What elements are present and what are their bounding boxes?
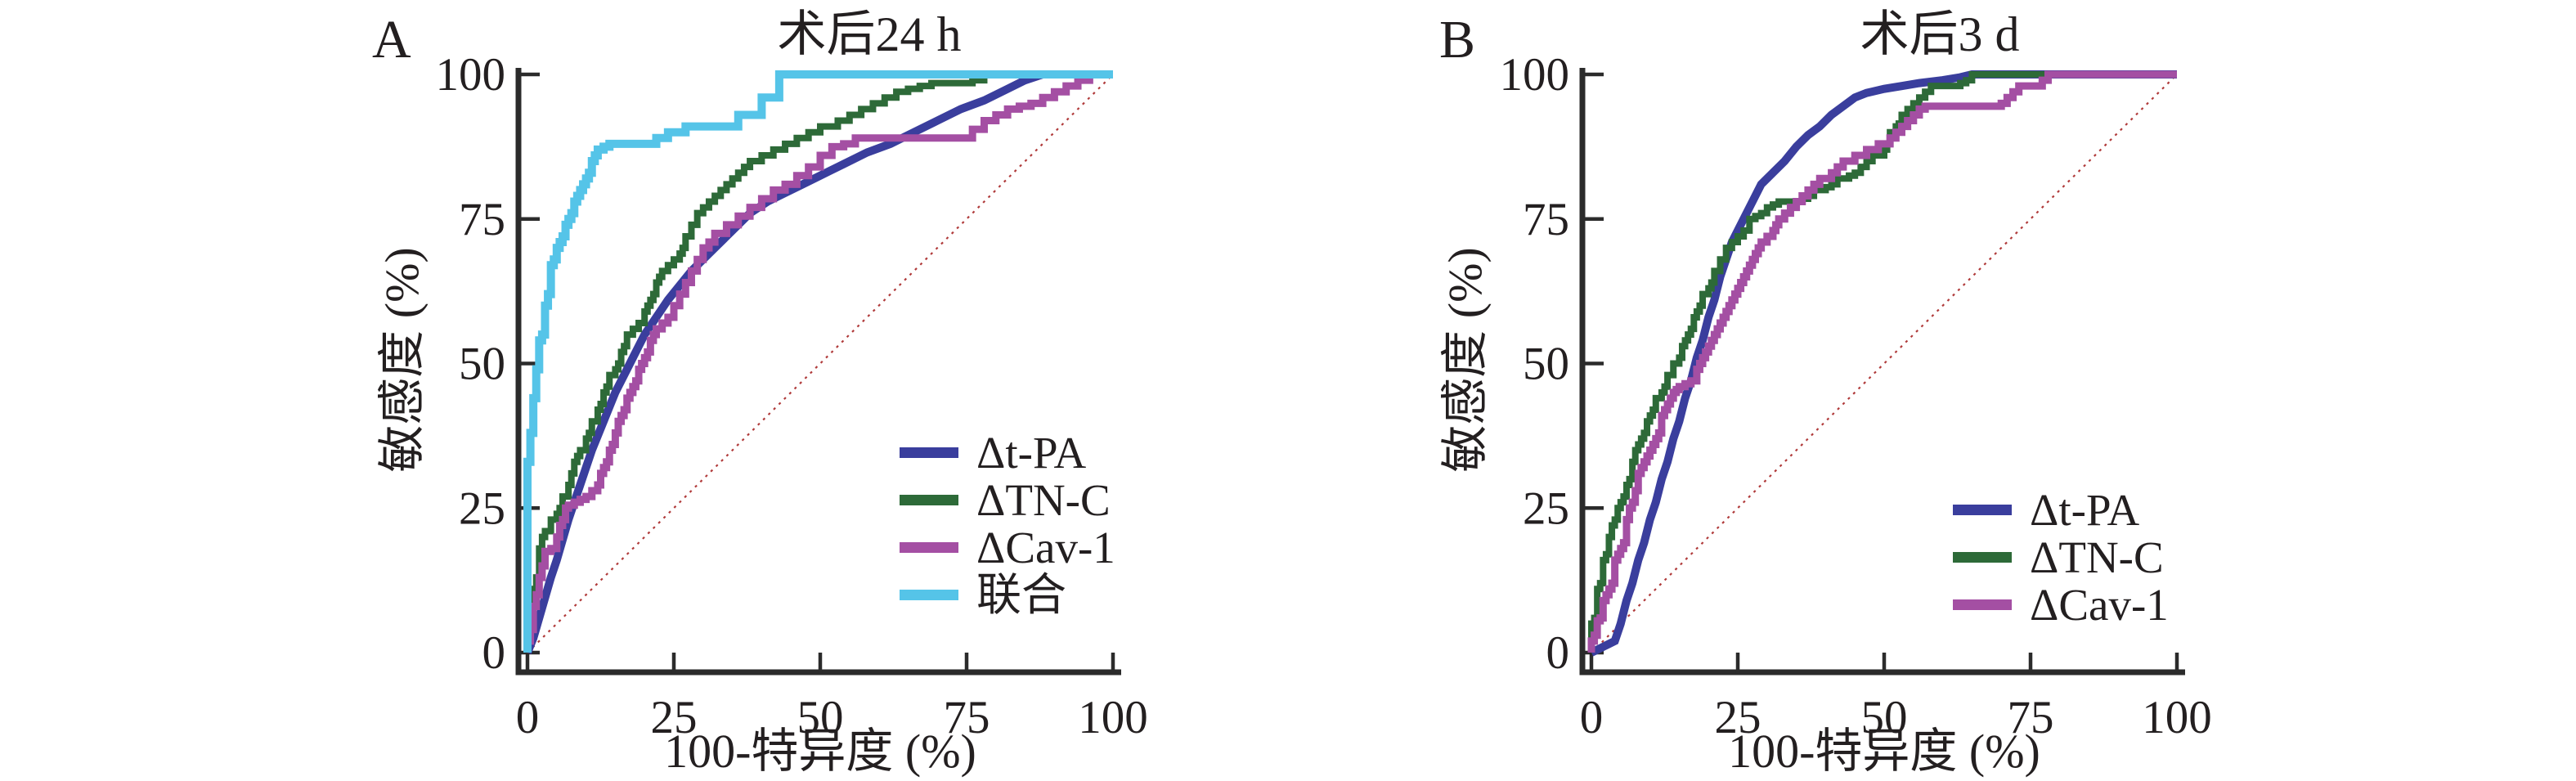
legend-label-cav1: ΔCav-1 [2030,579,2169,630]
legend-item-tpa: Δt-PA [900,429,1115,476]
legend-panel-b: Δt-PA ΔTN-C ΔCav-1 [1953,486,2169,628]
legend-item-tnc: ΔTN-C [1953,533,2169,581]
panel-b-plot: 0 25 50 75 100 0 25 50 75 100 [1500,49,2212,743]
chance-diagonal [1591,74,2178,653]
y-tick-label: 100 [436,49,506,101]
roc-curve-ΔCav-1 [523,70,1113,653]
x-tick-label: 75 [944,692,990,743]
legend-swatch-tnc [900,494,958,505]
y-tick-label: 75 [459,194,505,245]
legend-swatch-tpa [900,447,958,458]
legend-item-tnc: ΔTN-C [900,476,1115,523]
y-tick-label: 50 [1523,339,1569,390]
x-tick-label: 100 [2142,692,2212,743]
x-tick-label: 25 [651,692,698,743]
chart-title-b: 术后3 d [1860,7,2020,61]
x-tick-label: 50 [797,692,844,743]
x-tick-label: 50 [1861,692,1908,743]
panel-label-a: A [372,10,411,70]
x-tick-label: 0 [516,692,540,743]
y-tick-label: 75 [1523,194,1569,245]
x-axis-label-b: 100-特异度 (%) [1728,725,2040,778]
y-axis-label-b: 敏感度 (%) [1438,247,1492,473]
legend-swatch-tnc [1953,551,2012,563]
panel-a-plot: 0 25 50 75 100 0 25 50 75 100 [436,49,1148,743]
legend-swatch-cav1 [900,541,958,553]
legend-label-cav1: ΔCav-1 [976,522,1115,572]
x-axis-label-a: 100-特异度 (%) [664,725,976,778]
chart-title-a: 术后24 h [777,7,962,61]
y-tick-label: 0 [482,627,506,679]
y-tick-label: 0 [1546,627,1570,679]
legend-label-tnc: ΔTN-C [2030,532,2164,582]
legend-label-tpa: Δt-PA [2030,484,2140,535]
legend-item-combined: 联合 [900,571,1115,618]
roc-curve-ΔCav-1 [1587,70,2177,653]
y-tick-label: 25 [459,483,505,534]
legend-item-cav1: ΔCav-1 [900,523,1115,571]
x-tick-label: 100 [1078,692,1148,743]
legend-swatch-tpa [1953,504,2012,515]
legend-item-tpa: Δt-PA [1953,486,2169,533]
legend-item-cav1: ΔCav-1 [1953,581,2169,628]
legend-panel-a: Δt-PA ΔTN-C ΔCav-1 联合 [900,429,1115,618]
legend-label-tpa: Δt-PA [976,427,1087,478]
x-tick-label: 25 [1715,692,1761,743]
legend-label-tnc: ΔTN-C [976,474,1111,525]
y-axis-label-a: 敏感度 (%) [375,247,429,473]
panel-label-b: B [1439,10,1476,70]
roc-curve-ΔTN-C [524,71,1113,653]
legend-label-combined: 联合 [976,569,1067,620]
legend-swatch-cav1 [1953,599,2012,610]
x-tick-label: 0 [1580,692,1604,743]
y-tick-label: 50 [459,339,505,390]
x-tick-label: 75 [2008,692,2054,743]
legend-swatch-combined [900,589,958,600]
chance-diagonal [527,74,1114,653]
roc-curve-联合 [523,70,1113,653]
y-tick-label: 100 [1500,49,1570,101]
y-tick-label: 25 [1523,483,1569,534]
